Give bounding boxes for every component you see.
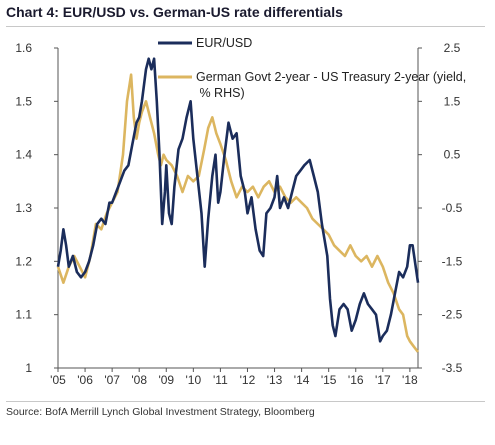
- legend-label-eurusd: EUR/USD: [196, 36, 252, 50]
- legend-label-line-2: % RHS): [196, 86, 245, 100]
- eurusd-series-line: [56, 57, 420, 343]
- x-tick-label: '12: [240, 373, 256, 387]
- right-tick-label: 1.5: [444, 94, 461, 108]
- right-tick-label: -3.5: [442, 361, 463, 375]
- left-tick-label: 1.2: [15, 254, 32, 268]
- right-tick-label: -0.5: [442, 201, 463, 215]
- source-note: Source: BofA Merrill Lynch Global Invest…: [6, 406, 315, 418]
- right-tick-label: 0.5: [444, 148, 461, 162]
- right-tick-label: 2.5: [444, 41, 461, 55]
- source-divider: [6, 401, 485, 402]
- right-tick-label: -1.5: [442, 254, 463, 268]
- x-tick-label: '10: [186, 373, 202, 387]
- x-tick-label: '11: [213, 373, 228, 387]
- left-tick-label: 1.4: [15, 148, 32, 162]
- chart-svg: 1 1.1 1.2 1.3 1.4 1.5 1.6 2.5 1.5 0.5 -0.5 -1.5 -2.…: [15, 36, 466, 387]
- chart-title: Chart 4: EUR/USD vs. German-US rate diff…: [6, 4, 343, 20]
- x-tick-label: '06: [77, 373, 93, 387]
- x-tick-label: '13: [267, 373, 283, 387]
- x-tick-label: '07: [104, 373, 120, 387]
- right-axis: 2.5 1.5 0.5 -0.5 -1.5 -2.5 -3.5: [418, 41, 463, 375]
- left-axis: 1 1.1 1.2 1.3 1.4 1.5 1.6: [15, 41, 58, 375]
- x-tick-label: '16: [348, 373, 364, 387]
- x-axis: '05 '06 '07 '08 '09 '10 '11 '12 '13 '14 '15 '16 '17 '…: [50, 368, 418, 387]
- right-tick-label: -2.5: [442, 308, 463, 322]
- x-tick-label: '09: [158, 373, 174, 387]
- x-tick-label: '17: [375, 373, 391, 387]
- x-tick-label: '14: [294, 373, 310, 387]
- x-tick-label: '15: [321, 373, 337, 387]
- legend-label-rate-differential: German Govt 2-year - US Treasury 2-year …: [196, 70, 466, 100]
- legend-label-line-1: German Govt 2-year - US Treasury 2-year …: [196, 70, 466, 84]
- left-tick-label: 1.5: [15, 94, 32, 108]
- left-tick-label: 1: [25, 361, 32, 375]
- left-tick-label: 1.3: [15, 201, 32, 215]
- x-tick-label: '05: [50, 373, 66, 387]
- rate-differential-series-line: [56, 73, 420, 353]
- series-layer: [56, 57, 420, 353]
- x-tick-label: '18: [402, 373, 418, 387]
- legend: EUR/USD German Govt 2-year - US Treasury …: [158, 36, 466, 100]
- x-tick-label: '08: [131, 373, 147, 387]
- left-tick-label: 1.1: [15, 308, 32, 322]
- title-divider: [6, 26, 485, 27]
- left-tick-label: 1.6: [15, 41, 32, 55]
